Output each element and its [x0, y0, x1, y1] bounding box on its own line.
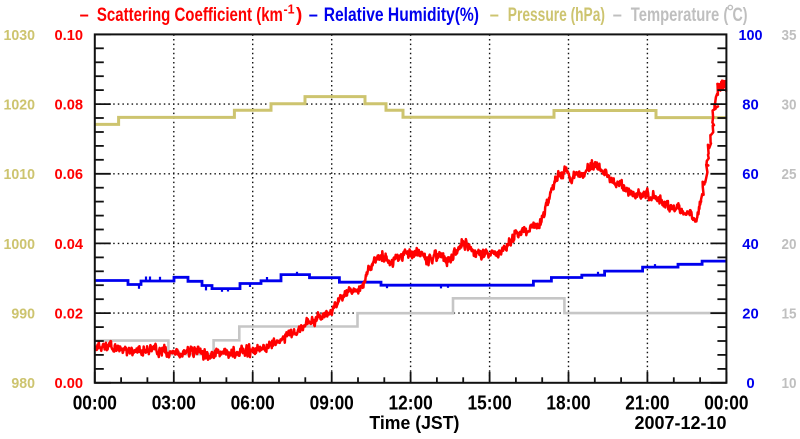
svg-text:C): C): [733, 5, 748, 26]
svg-text:100: 100: [739, 27, 763, 44]
svg-text:20: 20: [742, 306, 759, 323]
svg-text:06:00: 06:00: [231, 392, 275, 414]
svg-text:2007-12-10: 2007-12-10: [635, 412, 727, 433]
svg-text:30: 30: [782, 97, 797, 114]
svg-text:Time (JST): Time (JST): [369, 412, 459, 433]
svg-text:0: 0: [746, 375, 754, 392]
svg-text:Temperature (: Temperature (: [631, 5, 729, 26]
svg-text:03:00: 03:00: [152, 392, 196, 414]
svg-text:20: 20: [782, 236, 797, 253]
svg-text:–: –: [309, 5, 318, 26]
svg-text:–: –: [490, 5, 499, 26]
svg-text:00:00: 00:00: [704, 392, 748, 414]
svg-text:): ): [296, 5, 302, 26]
svg-text:–: –: [613, 5, 622, 26]
svg-text:0.04: 0.04: [55, 236, 84, 253]
svg-text:1030: 1030: [4, 27, 36, 44]
svg-text:80: 80: [742, 97, 759, 114]
svg-text:0.10: 0.10: [55, 27, 84, 44]
svg-text:40: 40: [742, 236, 759, 253]
svg-text:09:00: 09:00: [310, 392, 354, 414]
svg-text:00:00: 00:00: [73, 392, 117, 414]
svg-text:1000: 1000: [4, 236, 36, 253]
svg-text:10: 10: [782, 375, 797, 392]
svg-text:990: 990: [11, 306, 35, 323]
svg-text:980: 980: [11, 375, 35, 392]
svg-text:Scattering Coefficient (km: Scattering Coefficient (km: [97, 5, 283, 26]
svg-text:Pressure (hPa): Pressure (hPa): [508, 5, 605, 26]
svg-text:Relative Humidity(%): Relative Humidity(%): [324, 5, 479, 26]
svg-text:-1: -1: [284, 2, 295, 17]
svg-text:0.06: 0.06: [55, 166, 84, 183]
svg-text:0.00: 0.00: [55, 375, 84, 392]
svg-text:12:00: 12:00: [389, 392, 433, 414]
svg-text:21:00: 21:00: [625, 392, 669, 414]
svg-text:15: 15: [782, 306, 797, 323]
svg-text:35: 35: [782, 27, 797, 44]
svg-text:60: 60: [742, 166, 759, 183]
svg-text:0.02: 0.02: [55, 306, 84, 323]
svg-text:–: –: [80, 5, 89, 26]
svg-text:0.08: 0.08: [55, 97, 84, 114]
svg-text:1020: 1020: [4, 97, 36, 114]
svg-text:1010: 1010: [4, 166, 36, 183]
svg-text:15:00: 15:00: [468, 392, 512, 414]
svg-text:25: 25: [782, 166, 797, 183]
svg-text:18:00: 18:00: [546, 392, 590, 414]
